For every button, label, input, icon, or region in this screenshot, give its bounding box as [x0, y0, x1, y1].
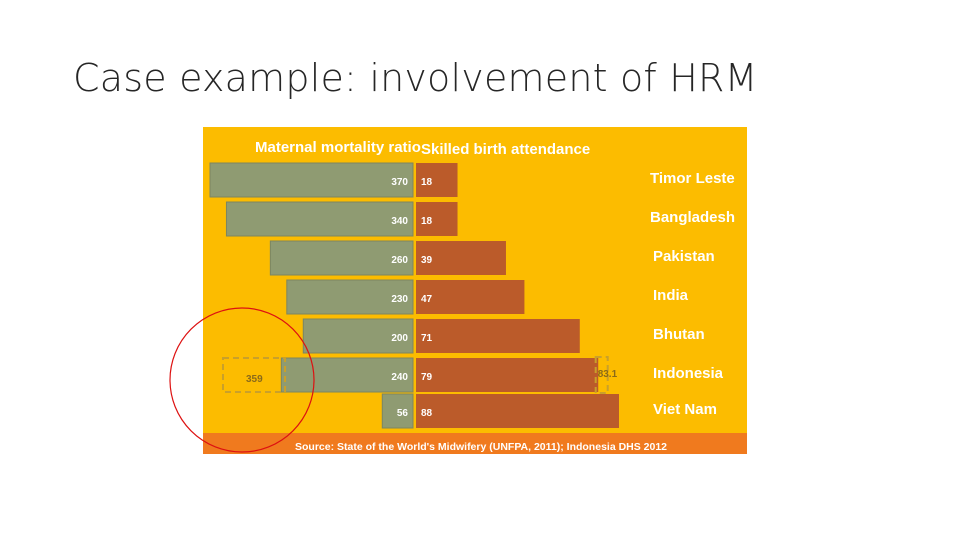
left-header: Maternal mortality ratio [255, 139, 421, 156]
mmr-bar [286, 279, 414, 315]
sba-alt-outline [594, 356, 609, 394]
sba-bar [416, 163, 458, 197]
mmr-alt-outline [222, 357, 286, 393]
slide-title: Case example: involvement of HRM [73, 56, 758, 100]
mmr-bar [209, 162, 414, 198]
mmr-value-label: 230 [391, 294, 408, 305]
sba-bar [416, 202, 458, 236]
mmr-value-label: 56 [397, 408, 409, 419]
mmr-value-label: 260 [391, 255, 408, 266]
sba-bar [416, 358, 599, 392]
mmr-bar [381, 393, 414, 429]
sba-value-label: 71 [421, 333, 433, 344]
highlight-circle [169, 307, 315, 453]
sba-value-label: 18 [421, 216, 433, 227]
sba-bar [416, 280, 525, 314]
country-label: Timor Leste [650, 170, 735, 187]
country-label: Bangladesh [650, 209, 735, 226]
sba-alt-value-label: 83.1 [598, 369, 618, 380]
sba-value-label: 88 [421, 408, 433, 419]
mmr-bar [225, 201, 414, 237]
sba-value-label: 39 [421, 255, 433, 266]
country-label: Indonesia [653, 365, 724, 382]
mmr-bar [280, 357, 414, 393]
source-note: Source: State of the World's Midwifery (… [295, 441, 667, 453]
source-band [203, 433, 747, 454]
country-label: India [653, 287, 689, 304]
sba-value-label: 18 [421, 177, 433, 188]
mmr-value-label: 340 [391, 216, 408, 227]
mmr-value-label: 240 [391, 372, 408, 383]
sba-bar [416, 394, 619, 428]
right-header: Skilled birth attendance [421, 141, 590, 158]
sba-bar [416, 241, 506, 275]
mmr-bar [269, 240, 414, 276]
mmr-value-label: 200 [391, 333, 408, 344]
mmr-value-label: 370 [391, 177, 408, 188]
mmr-bar [302, 318, 414, 354]
sba-value-label: 47 [421, 294, 433, 305]
country-label: Viet Nam [653, 401, 717, 418]
country-label: Pakistan [653, 248, 715, 265]
sba-bar [416, 319, 580, 353]
mmr-alt-value-label: 359 [246, 374, 263, 385]
sba-value-label: 79 [421, 372, 433, 383]
country-label: Bhutan [653, 326, 705, 343]
